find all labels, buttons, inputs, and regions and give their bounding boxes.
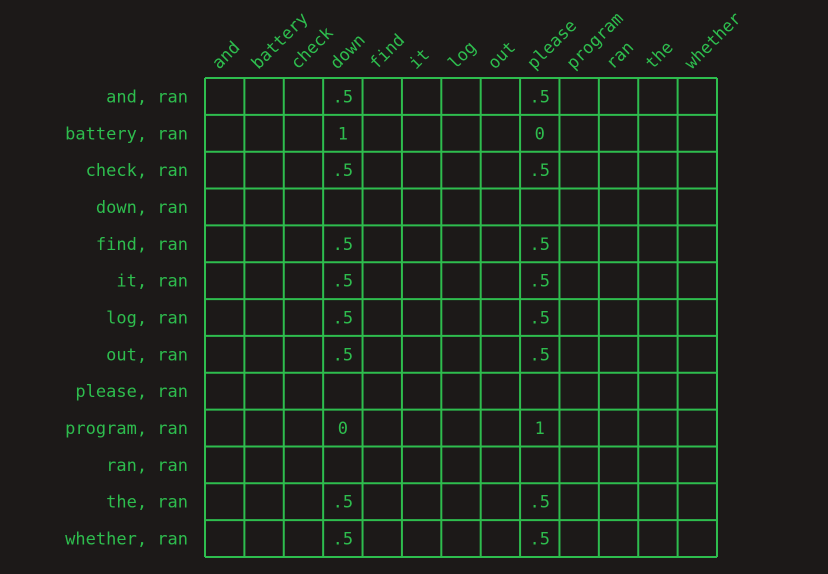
cell-value: .5 [333, 309, 353, 329]
row-label: log, ran [106, 309, 188, 329]
cell-value: .5 [530, 345, 550, 365]
row-label: battery, ran [65, 124, 188, 144]
row-label: ran, ran [106, 456, 188, 476]
cell-value: .5 [333, 161, 353, 181]
row-label: find, ran [96, 235, 188, 255]
cell-value: .5 [530, 493, 550, 513]
row-label: program, ran [65, 419, 188, 439]
cell-value: .5 [530, 309, 550, 329]
column-label: log [445, 38, 481, 74]
cell-value: .5 [530, 235, 550, 255]
column-label: ran [602, 38, 638, 74]
cell-value: .5 [333, 493, 353, 513]
column-label: out [484, 38, 520, 74]
cell-value: .5 [530, 272, 550, 292]
cell-value: .5 [333, 272, 353, 292]
row-label: please, ran [75, 382, 188, 402]
cell-value: .5 [333, 235, 353, 255]
row-label: and, ran [106, 87, 188, 107]
row-labels: and, ran battery, ran check, ran down, ran f… [65, 87, 188, 549]
cell-value: 0 [535, 124, 545, 144]
column-label: and [208, 38, 244, 74]
cell-values: .5 .5 1 0 .5 .5 .5 .5 .5 .5 .5 .5 .5 .5 0 1 .5 .5 .5 .5 [333, 87, 550, 549]
cell-value: .5 [333, 87, 353, 107]
row-label: it, ran [116, 272, 188, 292]
cell-value: 1 [535, 419, 545, 439]
cell-value: .5 [333, 345, 353, 365]
column-label: it [405, 45, 434, 74]
column-label: find [366, 30, 409, 73]
cell-value: .5 [530, 530, 550, 550]
cell-value: 1 [338, 124, 348, 144]
cell-value: .5 [333, 530, 353, 550]
cell-value: 0 [338, 419, 348, 439]
cell-value: .5 [530, 161, 550, 181]
row-label: out, ran [106, 345, 188, 365]
row-label: check, ran [86, 161, 188, 181]
column-label: whether [681, 9, 746, 74]
row-label: whether, ran [65, 530, 188, 550]
grid-lines [204, 77, 718, 558]
row-label: the, ran [106, 493, 188, 513]
column-label: the [642, 38, 678, 74]
row-label: down, ran [96, 198, 188, 218]
cell-value: .5 [530, 87, 550, 107]
